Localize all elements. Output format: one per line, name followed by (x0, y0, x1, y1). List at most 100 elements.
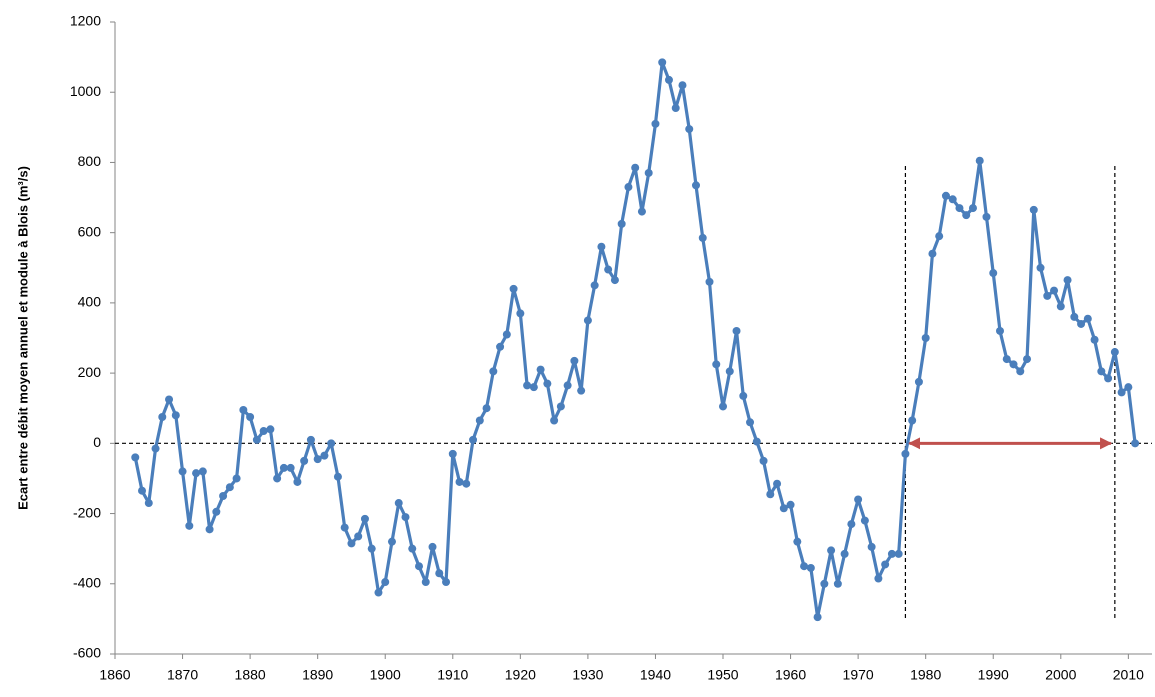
data-point (678, 81, 687, 90)
data-point (820, 579, 829, 588)
data-point (691, 181, 700, 190)
data-point (158, 413, 167, 421)
data-point (320, 451, 329, 460)
data-point (151, 444, 160, 453)
data-point (550, 416, 559, 425)
data-point (725, 367, 734, 376)
x-tick-label: 1900 (370, 667, 401, 683)
data-point (975, 156, 984, 165)
data-point (631, 163, 640, 172)
data-point (664, 75, 673, 84)
data-point (874, 574, 883, 583)
data-point (138, 486, 147, 495)
data-point (1002, 355, 1011, 364)
data-point (462, 479, 471, 488)
data-point (1043, 291, 1052, 300)
data-point (192, 469, 201, 478)
data-point (887, 549, 896, 558)
data-point (833, 579, 842, 588)
data-point (719, 402, 728, 411)
data-point (455, 477, 464, 486)
x-tick-label: 1970 (843, 667, 874, 683)
data-point (840, 549, 849, 558)
data-point (1063, 276, 1072, 285)
x-tick-label: 1930 (572, 667, 603, 683)
data-point (1104, 374, 1113, 383)
data-point (1090, 335, 1099, 344)
data-point (1131, 439, 1140, 448)
data-point (516, 309, 525, 318)
data-point (617, 219, 626, 228)
data-point (381, 578, 390, 587)
data-line (133, 60, 1137, 619)
data-point (340, 523, 349, 532)
y-tick-label: 1200 (70, 13, 101, 29)
data-point (1029, 205, 1038, 214)
data-point (502, 330, 511, 339)
data-point (543, 379, 552, 388)
data-point (671, 104, 680, 113)
data-point (759, 456, 768, 465)
data-point (901, 449, 910, 458)
data-point (1023, 355, 1032, 364)
data-point (806, 563, 815, 572)
data-point (523, 381, 532, 390)
data-point (333, 472, 342, 481)
y-axis-label: Ecart entre débit moyen annuel et module… (15, 166, 30, 510)
data-point (428, 542, 437, 551)
x-tick-label: 1950 (707, 667, 738, 683)
data-point (989, 269, 998, 278)
data-point (982, 212, 991, 221)
data-point (205, 525, 214, 534)
data-point (482, 404, 491, 413)
y-tick-label: 400 (78, 294, 102, 310)
data-point (658, 58, 667, 67)
data-point (354, 532, 363, 541)
data-point (306, 435, 315, 444)
data-point (198, 467, 207, 476)
data-point (860, 516, 869, 525)
x-tick-label: 1890 (302, 667, 333, 683)
data-point (1124, 383, 1133, 392)
data-point (131, 453, 140, 462)
data-point (387, 537, 396, 546)
data-point (1070, 312, 1079, 321)
data-point (948, 195, 957, 204)
y-tick-label: 800 (78, 153, 102, 169)
data-point (637, 207, 646, 216)
data-point (496, 342, 505, 351)
data-point (698, 233, 707, 242)
data-point (144, 499, 153, 508)
data-point (435, 569, 444, 578)
data-point (800, 562, 809, 571)
data-point (185, 521, 194, 530)
data-point (610, 276, 619, 285)
data-point (773, 479, 782, 488)
data-point (1110, 348, 1119, 357)
y-tick-label: 1000 (70, 83, 101, 99)
data-point (651, 119, 660, 128)
data-point (1056, 302, 1065, 311)
data-point (1077, 319, 1086, 328)
data-point (293, 477, 302, 486)
x-tick-label: 1870 (167, 667, 198, 683)
data-point (313, 455, 322, 464)
data-point (273, 474, 282, 483)
data-point (367, 544, 376, 553)
data-point (421, 578, 430, 587)
data-point (894, 549, 903, 558)
data-point (921, 334, 930, 342)
data-point (854, 495, 863, 504)
data-point (705, 277, 714, 286)
data-point (509, 284, 518, 293)
data-point (685, 125, 694, 134)
data-point (1050, 286, 1059, 295)
x-tick-label: 1860 (99, 667, 130, 683)
data-point (266, 425, 275, 434)
x-tick-label: 1940 (640, 667, 671, 683)
data-point (408, 544, 417, 553)
y-tick-label: 600 (78, 223, 102, 239)
data-point (556, 402, 565, 411)
x-tick-label: 2010 (1113, 667, 1144, 683)
data-point (442, 578, 451, 587)
